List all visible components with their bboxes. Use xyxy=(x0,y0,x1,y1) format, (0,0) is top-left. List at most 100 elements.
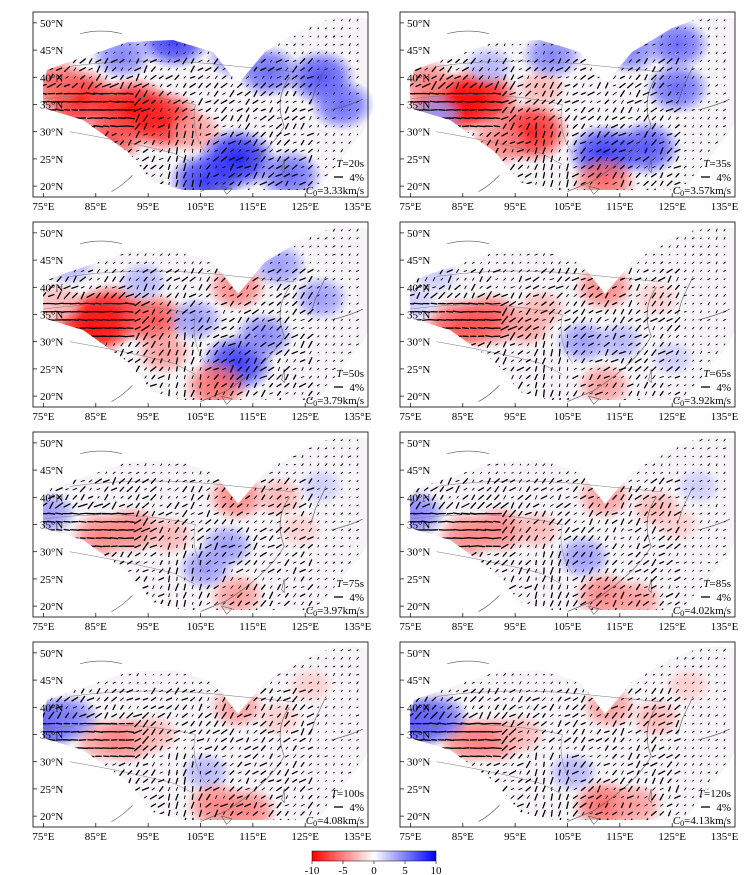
anisotropy-bar xyxy=(699,350,703,355)
anisotropy-bar xyxy=(324,43,328,46)
anisotropy-bar xyxy=(540,268,547,274)
anisotropy-bar xyxy=(220,301,228,306)
anisotropy-bar xyxy=(573,350,578,356)
anisotropy-bar xyxy=(245,342,250,347)
anisotropy-bar xyxy=(715,84,719,87)
anisotropy-bar xyxy=(699,253,703,256)
anisotropy-bar xyxy=(126,350,133,355)
anisotropy-bar xyxy=(502,57,507,65)
anisotropy-bar xyxy=(222,561,226,564)
anisotropy-bar xyxy=(533,58,539,64)
anisotropy-bar xyxy=(301,245,304,248)
coastline-korea xyxy=(677,486,694,525)
anisotropy-bar xyxy=(487,51,491,54)
anisotropy-bar xyxy=(340,520,344,523)
anisotropy-bar xyxy=(626,100,634,104)
anisotropy-bar xyxy=(588,107,594,113)
anisotropy-bar xyxy=(340,245,343,248)
anisotropy-bar xyxy=(684,237,687,240)
anisotropy-bar xyxy=(683,68,687,70)
anisotropy-bar xyxy=(674,131,681,138)
anisotropy-bar xyxy=(542,382,546,388)
anisotropy-bar xyxy=(715,261,718,265)
anisotropy-bar xyxy=(651,99,657,104)
anisotropy-bar xyxy=(723,108,726,112)
anisotropy-bar xyxy=(519,253,522,256)
anisotropy-bar xyxy=(166,83,172,88)
anisotropy-bar xyxy=(325,384,328,387)
anisotropy-bar xyxy=(158,157,164,161)
anisotropy-bar xyxy=(587,91,595,96)
anisotropy-bar xyxy=(356,68,359,71)
anisotropy-bar xyxy=(238,149,242,153)
anisotropy-bar xyxy=(511,157,514,161)
anisotropy-bar xyxy=(619,82,626,89)
anisotropy-bar xyxy=(143,283,148,292)
anisotropy-bar xyxy=(348,351,352,354)
y-tick-label: 25°N xyxy=(407,364,430,376)
anisotropy-bar xyxy=(245,527,250,533)
anisotropy-bar xyxy=(113,495,115,499)
anisotropy-bar xyxy=(229,300,234,307)
anisotropy-bar xyxy=(589,84,593,87)
anisotropy-bar xyxy=(167,599,171,608)
anisotropy-bar xyxy=(142,268,149,274)
anisotropy-bar xyxy=(269,382,274,388)
anisotropy-bar xyxy=(332,149,336,152)
anisotropy-bar xyxy=(125,293,135,298)
anisotropy-bar xyxy=(535,122,538,130)
y-tick-label: 40°N xyxy=(40,72,63,84)
anisotropy-bar xyxy=(69,528,80,531)
anisotropy-bar xyxy=(95,302,102,305)
anisotropy-bar xyxy=(317,529,320,531)
anisotropy-bar xyxy=(245,390,250,397)
anisotropy-bar xyxy=(254,568,257,573)
anisotropy-bar xyxy=(87,319,94,321)
anisotropy-bar xyxy=(207,149,210,153)
anisotropy-bar xyxy=(136,43,140,46)
anisotropy-bar xyxy=(324,310,328,313)
anisotropy-bar xyxy=(205,552,211,557)
anisotropy-bar xyxy=(596,92,601,96)
anisotropy-bar xyxy=(183,332,186,341)
anisotropy-bar xyxy=(348,496,351,499)
anisotropy-bar xyxy=(684,108,687,112)
anisotropy-bar xyxy=(332,360,336,362)
anisotropy-bar xyxy=(143,561,148,564)
anisotropy-bar xyxy=(120,551,124,558)
anomaly-blob xyxy=(166,296,225,344)
anisotropy-bar xyxy=(587,334,595,338)
anisotropy-bar xyxy=(292,277,297,281)
anisotropy-bar xyxy=(636,133,641,136)
anisotropy-bar xyxy=(573,67,577,71)
anisotropy-bar xyxy=(222,92,226,95)
anisotropy-bar xyxy=(237,316,242,324)
anisotropy-bar xyxy=(588,164,594,170)
anisotropy-bar xyxy=(214,268,218,274)
anisotropy-bar xyxy=(135,510,140,517)
anisotropy-bar xyxy=(261,569,266,572)
anisotropy-bar xyxy=(142,156,149,162)
anisotropy-bar xyxy=(485,302,493,305)
anisotropy-bar xyxy=(220,156,228,162)
anisotropy-bar xyxy=(667,156,672,162)
anisotropy-bar xyxy=(206,343,210,346)
anisotropy-bar xyxy=(285,471,288,474)
anisotropy-bar xyxy=(660,172,664,179)
coastline-east xyxy=(200,497,290,612)
anisotropy-bar xyxy=(275,526,283,533)
anisotropy-bar xyxy=(316,343,320,346)
anisotropy-bar xyxy=(157,375,165,379)
anisotropy-bar xyxy=(348,84,351,87)
anisotropy-bar xyxy=(299,309,306,314)
anisotropy-bar xyxy=(477,327,485,330)
anisotropy-bar xyxy=(291,487,298,491)
anisotropy-bar xyxy=(324,68,328,70)
anisotropy-bar xyxy=(260,108,266,112)
anisotropy-bar xyxy=(485,83,493,88)
anisotropy-bar xyxy=(175,147,179,155)
anisotropy-bar xyxy=(246,182,249,185)
anisotropy-bar xyxy=(309,455,312,458)
anisotropy-bar xyxy=(134,67,142,72)
y-tick-label: 50°N xyxy=(40,228,63,240)
